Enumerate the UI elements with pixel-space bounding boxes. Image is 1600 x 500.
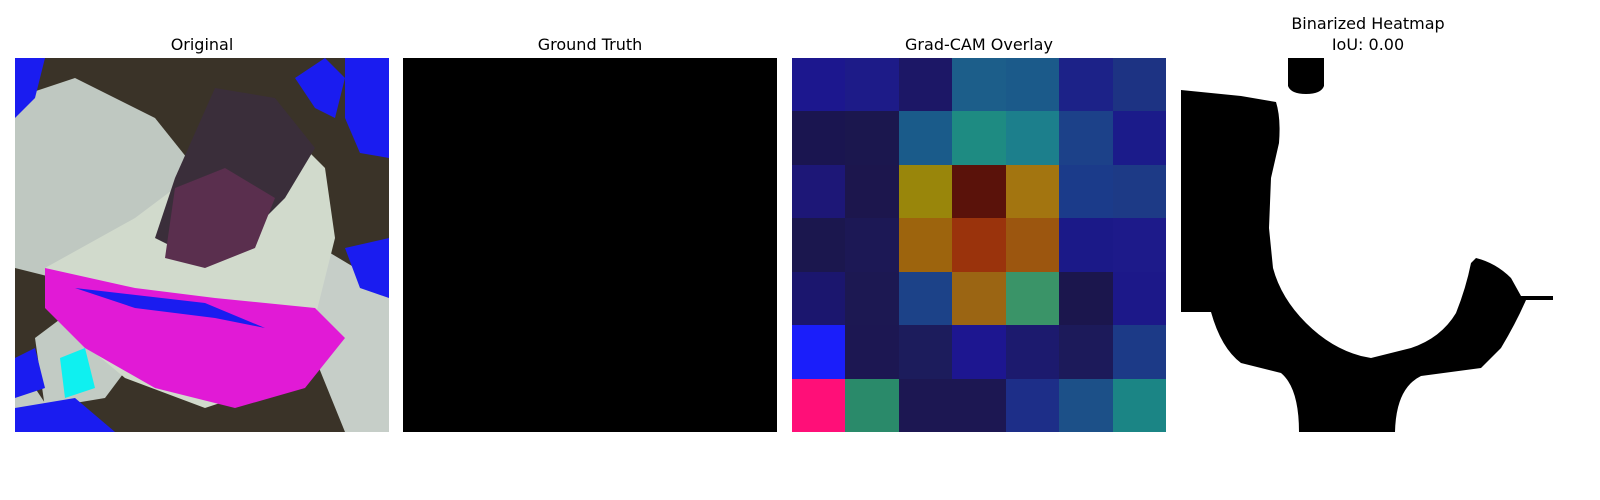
gradcam-cell [1005, 325, 1060, 379]
gradcam-cell [845, 111, 899, 165]
gradcam-cell [1112, 271, 1166, 326]
gradcam-cell [898, 58, 953, 112]
gradcam-cell [792, 218, 846, 272]
gradcam-cell [1005, 111, 1060, 165]
gradcam-cell [792, 111, 846, 165]
original-image [15, 58, 389, 432]
gradcam-cell [898, 218, 953, 272]
gradcam-cell [1059, 218, 1113, 272]
gradcam-cell [792, 271, 846, 326]
binarized-mask-shape [1181, 58, 1555, 432]
gradcam-cell [845, 325, 899, 379]
gradcam-cell [952, 271, 1006, 326]
gradcam-cell [1112, 164, 1166, 219]
gradcam-cell [1112, 218, 1166, 272]
gradcam-cell [845, 271, 899, 326]
original-leaf-illustration [15, 58, 389, 432]
gradcam-cell [1112, 325, 1166, 379]
gradcam-cell [845, 164, 899, 219]
gradcam-cell [1059, 58, 1113, 112]
iou-score-label: IoU: 0.00 [1331, 35, 1405, 54]
gradcam-cell [792, 164, 846, 219]
gradcam-cell [952, 378, 1006, 432]
gradcam-cell [792, 325, 846, 379]
gradcam-cell [952, 111, 1006, 165]
binarized-heatmap [1181, 58, 1555, 432]
gradcam-cell [1059, 378, 1113, 432]
gradcam-cell [1005, 378, 1060, 432]
gradcam-cell [1005, 164, 1060, 219]
gradcam-cell [1005, 271, 1060, 326]
gradcam-cell [952, 218, 1006, 272]
ground-truth-mask [403, 58, 777, 432]
gradcam-cell [792, 58, 846, 112]
gradcam-cell [952, 325, 1006, 379]
gradcam-cell [898, 111, 953, 165]
gradcam-cell [792, 378, 846, 432]
gradcam-cell [898, 271, 953, 326]
gradcam-cell [1112, 378, 1166, 432]
gradcam-overlay-heatmap [792, 58, 1166, 432]
binarized-heatmap-title: Binarized Heatmap IoU: 0.00 [1181, 13, 1555, 55]
gradcam-cell [1059, 271, 1113, 326]
gradcam-grid [792, 58, 1166, 432]
gradcam-cell [1112, 58, 1166, 112]
gradcam-cell [1059, 111, 1113, 165]
gradcam-cell [1059, 325, 1113, 379]
binarized-heatmap-title-line: Binarized Heatmap [1291, 14, 1445, 33]
gradcam-cell [845, 58, 899, 112]
gradcam-cell [1112, 111, 1166, 165]
gradcam-cell [898, 164, 953, 219]
gradcam-cell [1005, 58, 1060, 112]
gradcam-cell [1059, 164, 1113, 219]
gradcam-cell [845, 218, 899, 272]
gradcam-cell [952, 164, 1006, 219]
gradcam-cell [845, 378, 899, 432]
gradcam-cell [898, 325, 953, 379]
ground-truth-title: Ground Truth [537, 35, 643, 54]
gradcam-overlay-title: Grad-CAM Overlay [905, 35, 1053, 54]
gradcam-cell [1005, 218, 1060, 272]
gradcam-cell [898, 378, 953, 432]
gradcam-cell [952, 58, 1006, 112]
original-title: Original [170, 35, 234, 54]
